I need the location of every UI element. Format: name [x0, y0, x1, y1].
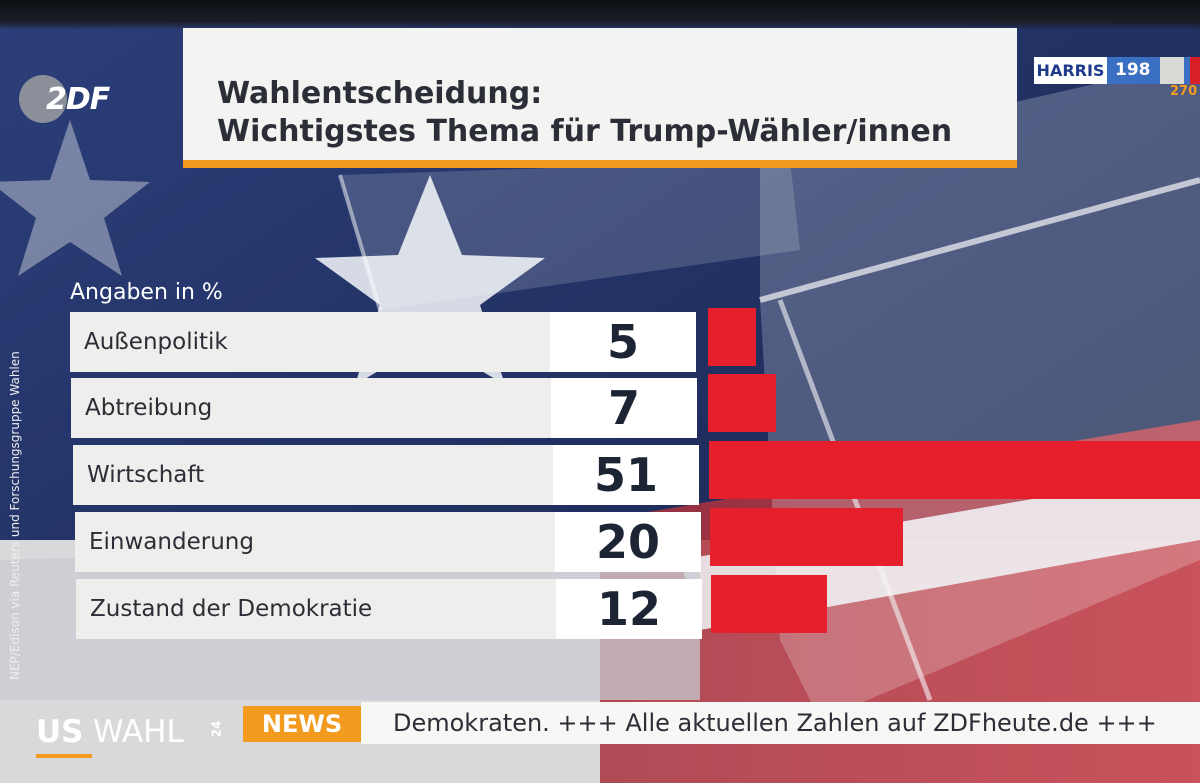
uswahl-logo-wahl: WAHL	[93, 714, 184, 750]
electoral-target: 270	[1170, 84, 1198, 99]
zdf-logo: 2DF	[18, 74, 116, 124]
chart-row: Abtreibung 7	[71, 378, 697, 438]
value-label: 20	[555, 512, 701, 572]
value-label: 5	[550, 312, 696, 372]
category-label: Außenpolitik	[70, 312, 550, 372]
value-label: 7	[551, 378, 697, 438]
bar	[710, 508, 903, 566]
bar	[709, 441, 1200, 499]
uswahl-logo-year: 24	[209, 720, 224, 738]
source-credit: NEP/Edison via Reuters und Forschungsgru…	[7, 351, 407, 680]
chart-row: Wirtschaft 51	[73, 445, 699, 505]
category-label: Zustand der Demokratie	[76, 579, 556, 639]
scoreboard-red-segment	[1190, 57, 1200, 84]
uswahl-logo-us: US	[36, 714, 84, 750]
scoreboard-segment	[1160, 57, 1184, 84]
news-badge: NEWS	[243, 706, 361, 742]
chart-row: Einwanderung 20	[75, 512, 701, 572]
title-panel: Wahlentscheidung: Wichtigstes Thema für …	[183, 28, 1017, 168]
value-label: 51	[553, 445, 699, 505]
bar	[708, 374, 776, 432]
uswahl-logo-underline	[36, 754, 92, 758]
screen-bezel	[0, 0, 1200, 30]
category-label: Wirtschaft	[73, 445, 553, 505]
title-line-2: Wichtigstes Thema für Trump-Wähler/innen	[217, 114, 953, 149]
chart-row: Zustand der Demokratie 12	[76, 579, 702, 639]
unit-label: Angaben in %	[70, 280, 223, 305]
value-label: 12	[556, 579, 702, 639]
bar	[711, 575, 827, 633]
title-line-1: Wahlentscheidung:	[217, 76, 543, 111]
category-label: Einwanderung	[75, 512, 555, 572]
bar	[708, 308, 757, 366]
zdf-logo-text: 2DF	[46, 82, 110, 117]
chart-row: Außenpolitik 5	[70, 312, 696, 372]
news-ticker: Demokraten. +++ Alle aktuellen Zahlen au…	[361, 702, 1200, 744]
category-label: Abtreibung	[71, 378, 551, 438]
candidate-name: HARRIS	[1034, 57, 1107, 84]
